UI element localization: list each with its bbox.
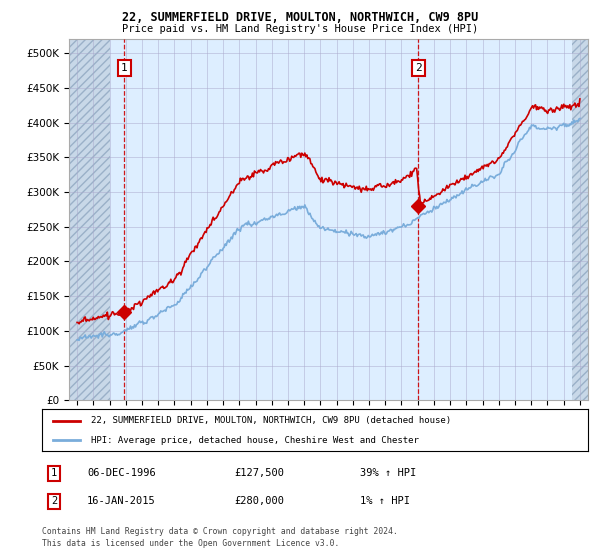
Text: 06-DEC-1996: 06-DEC-1996 xyxy=(87,468,156,478)
Bar xyxy=(69,39,110,400)
Text: £127,500: £127,500 xyxy=(234,468,284,478)
Text: 1: 1 xyxy=(121,63,128,73)
Text: 39% ↑ HPI: 39% ↑ HPI xyxy=(360,468,416,478)
Text: 1% ↑ HPI: 1% ↑ HPI xyxy=(360,496,410,506)
Text: 16-JAN-2015: 16-JAN-2015 xyxy=(87,496,156,506)
Text: 22, SUMMERFIELD DRIVE, MOULTON, NORTHWICH, CW9 8PU (detached house): 22, SUMMERFIELD DRIVE, MOULTON, NORTHWIC… xyxy=(91,416,451,425)
Text: Contains HM Land Registry data © Crown copyright and database right 2024.: Contains HM Land Registry data © Crown c… xyxy=(42,528,398,536)
Text: 1: 1 xyxy=(51,468,57,478)
Text: Price paid vs. HM Land Registry's House Price Index (HPI): Price paid vs. HM Land Registry's House … xyxy=(122,24,478,34)
Text: This data is licensed under the Open Government Licence v3.0.: This data is licensed under the Open Gov… xyxy=(42,539,340,548)
Bar xyxy=(572,39,588,400)
Text: HPI: Average price, detached house, Cheshire West and Chester: HPI: Average price, detached house, Ches… xyxy=(91,436,419,445)
Text: 2: 2 xyxy=(51,496,57,506)
Text: 2: 2 xyxy=(415,63,422,73)
Text: 22, SUMMERFIELD DRIVE, MOULTON, NORTHWICH, CW9 8PU: 22, SUMMERFIELD DRIVE, MOULTON, NORTHWIC… xyxy=(122,11,478,24)
Text: £280,000: £280,000 xyxy=(234,496,284,506)
